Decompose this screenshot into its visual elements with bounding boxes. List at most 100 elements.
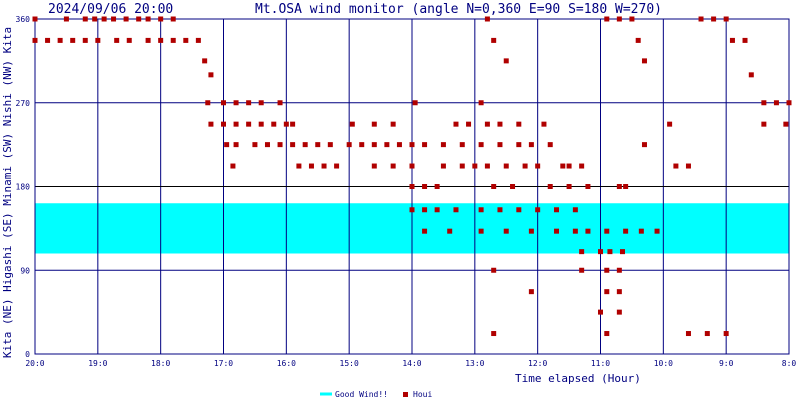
data-point <box>440 142 446 148</box>
data-point <box>158 37 164 43</box>
houi-label: Houi <box>413 390 432 399</box>
x-tick-label: 17:0 <box>214 359 233 368</box>
data-point <box>497 207 503 213</box>
data-point <box>264 142 270 148</box>
data-point <box>371 142 377 148</box>
data-point <box>434 207 440 213</box>
data-point <box>773 100 779 106</box>
chart-title: Mt.OSA wind monitor (angle N=0,360 E=90 … <box>255 2 662 17</box>
data-point <box>308 163 314 169</box>
data-point <box>554 207 560 213</box>
data-point <box>616 267 622 273</box>
data-point <box>491 37 497 43</box>
data-point <box>541 121 547 127</box>
data-point <box>497 121 503 127</box>
data-point <box>723 331 729 337</box>
data-point <box>723 16 729 22</box>
data-point <box>685 331 691 337</box>
data-point <box>111 16 117 22</box>
data-point <box>616 309 622 315</box>
y-tick-label: 90 <box>20 266 30 275</box>
data-point <box>516 207 522 213</box>
x-tick-label: 20:0 <box>25 359 44 368</box>
data-point <box>409 207 415 213</box>
x-tick-label: 13:0 <box>465 359 484 368</box>
data-point <box>183 37 189 43</box>
data-point <box>560 163 566 169</box>
data-point <box>579 163 585 169</box>
data-point <box>491 267 497 273</box>
plot-area: 20:0 19:0 18:0 17:0 16:0 15:0 14:0 13:0 12:0 11:0… <box>1 15 796 368</box>
data-point <box>484 121 490 127</box>
data-point <box>221 100 226 106</box>
data-point <box>349 121 355 127</box>
data-point <box>277 142 283 148</box>
data-point <box>478 228 484 234</box>
data-point <box>321 163 327 169</box>
data-point <box>629 16 635 22</box>
x-tick-label: 10:0 <box>654 359 673 368</box>
data-point <box>503 163 509 169</box>
data-point <box>409 184 415 189</box>
data-point <box>302 142 308 148</box>
legend: Good Wind!! Houi <box>320 390 432 399</box>
data-point <box>711 16 717 22</box>
data-point <box>82 16 88 22</box>
data-point <box>572 228 578 234</box>
data-point <box>619 249 625 255</box>
data-point <box>277 100 283 106</box>
data-point <box>491 331 497 337</box>
data-point <box>516 142 522 148</box>
data-point <box>246 100 252 106</box>
data-point <box>396 142 402 148</box>
data-point <box>604 16 610 22</box>
data-point <box>604 289 610 295</box>
data-point <box>70 37 76 43</box>
data-point <box>145 16 151 22</box>
data-point <box>510 184 516 189</box>
data-point <box>604 331 610 337</box>
x-tick-label: 14:0 <box>402 359 421 368</box>
data-point <box>82 37 88 43</box>
data-point <box>224 142 230 148</box>
data-point <box>466 121 472 127</box>
data-point <box>440 163 446 169</box>
data-point <box>729 37 735 43</box>
data-point <box>503 228 509 234</box>
y-tick-label: 270 <box>16 99 31 108</box>
data-point <box>453 121 459 127</box>
data-point <box>32 16 38 22</box>
x-tick-label: 16:0 <box>277 359 296 368</box>
data-point <box>673 163 679 169</box>
data-point <box>359 142 365 148</box>
data-point <box>447 228 453 234</box>
data-point <box>409 142 415 148</box>
data-point <box>92 16 98 22</box>
plot-frame <box>34 18 790 355</box>
data-point <box>579 249 585 255</box>
data-point <box>434 184 440 189</box>
data-point <box>283 121 289 127</box>
houi-swatch <box>403 392 408 397</box>
data-point <box>698 16 704 22</box>
y-axis-label: Kita (NE) Higashi (SE) Minami (SW) Nishi… <box>1 27 14 358</box>
data-point <box>412 100 418 106</box>
data-point <box>783 121 789 127</box>
data-point <box>478 100 484 106</box>
data-point <box>484 163 490 169</box>
data-point <box>390 121 396 127</box>
data-point <box>484 16 490 22</box>
data-point <box>742 37 748 43</box>
data-point <box>32 37 38 43</box>
data-point <box>478 207 484 213</box>
x-tick-label: 11:0 <box>591 359 610 368</box>
data-point <box>101 16 107 22</box>
data-point <box>422 184 428 189</box>
data-point <box>63 16 69 22</box>
data-point <box>371 163 377 169</box>
data-point <box>616 289 622 295</box>
data-point <box>786 100 792 106</box>
data-point <box>233 142 239 148</box>
data-point <box>422 228 428 234</box>
data-point <box>205 100 211 106</box>
